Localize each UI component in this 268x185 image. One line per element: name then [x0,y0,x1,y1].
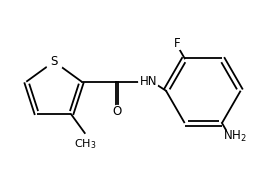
Text: NH$_2$: NH$_2$ [223,129,247,144]
Text: CH$_3$: CH$_3$ [74,137,97,151]
Text: O: O [113,105,122,118]
Text: F: F [174,37,181,50]
Text: HN: HN [139,75,157,88]
Text: S: S [50,55,58,68]
